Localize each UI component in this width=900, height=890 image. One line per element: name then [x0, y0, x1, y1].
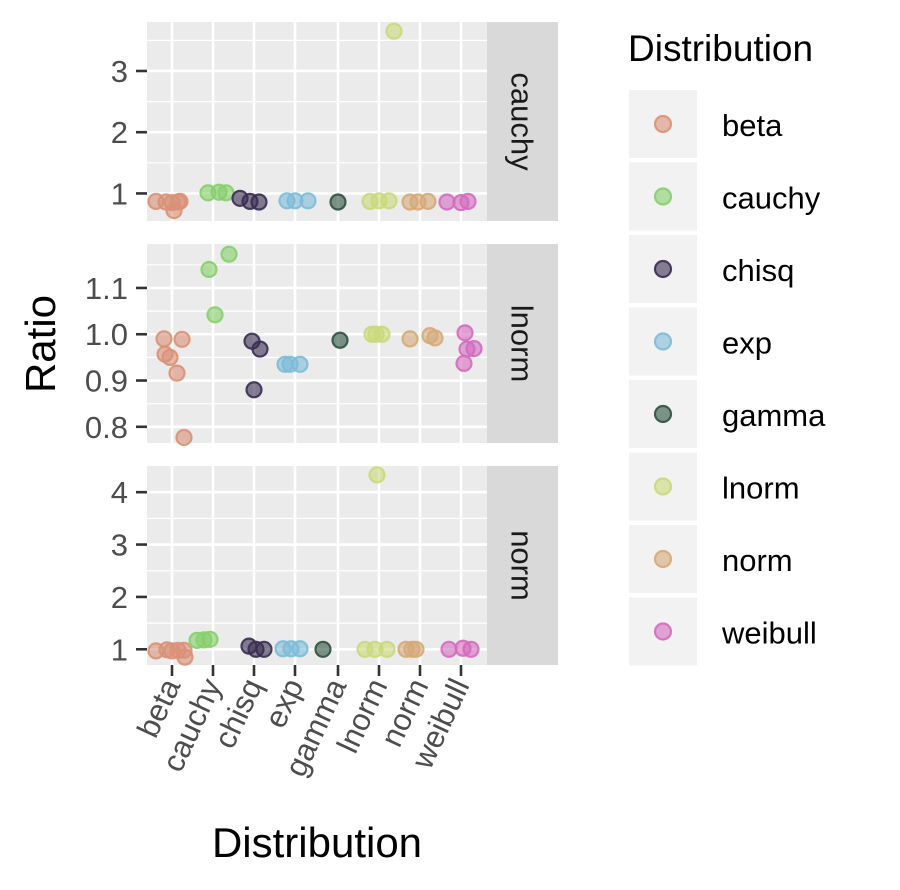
data-point — [250, 193, 268, 211]
data-point — [217, 184, 235, 202]
data-point — [380, 192, 398, 210]
data-point — [426, 329, 444, 347]
data-point — [175, 428, 193, 447]
data-point — [456, 324, 474, 342]
data-point — [465, 339, 483, 358]
data-point — [173, 330, 191, 348]
data-point — [401, 330, 419, 348]
data-point — [155, 330, 173, 348]
data-point — [440, 640, 458, 658]
data-point — [201, 630, 219, 648]
facet-strip — [487, 466, 558, 665]
y-tick-label: 3 — [111, 54, 128, 89]
data-point — [245, 381, 263, 399]
data-point — [171, 192, 189, 211]
data-point — [385, 22, 403, 40]
legend-swatch — [653, 404, 673, 424]
legend-swatch — [653, 332, 673, 351]
legend-swatch — [653, 259, 673, 279]
data-point — [206, 306, 224, 324]
legend-swatch — [653, 477, 673, 496]
panel-lnorm: 0.8 0.9 1.0 1.1 lnorm — [85, 244, 558, 447]
data-point — [255, 640, 273, 658]
data-point — [459, 192, 477, 211]
legend-label: gamma — [722, 398, 826, 433]
x-axis-title: Distribution — [212, 819, 422, 866]
panel-cauchy: 1 2 3 cauchy — [111, 22, 558, 221]
data-point — [378, 640, 396, 658]
y-tick-label: 0.9 — [85, 364, 128, 399]
y-tick-label: 3 — [111, 528, 128, 563]
legend-swatch — [653, 187, 673, 206]
y-tick-label: 1 — [111, 632, 128, 667]
data-point — [161, 348, 179, 366]
legend-label: chisq — [722, 253, 794, 288]
facet-strip-label: lnorm — [505, 305, 540, 383]
legend-swatch — [653, 549, 673, 569]
data-point — [407, 640, 425, 658]
y-tick-label: 2 — [111, 115, 128, 150]
legend-label: exp — [722, 326, 772, 361]
legend-label: cauchy — [722, 181, 821, 216]
data-point — [419, 192, 437, 211]
y-axis-title: Ratio — [17, 295, 64, 393]
y-tick-label: 1.1 — [85, 271, 128, 306]
data-point — [168, 364, 186, 382]
data-point — [438, 193, 456, 211]
y-tick-label: 1 — [111, 176, 128, 211]
data-point — [291, 640, 309, 658]
legend: Distribution beta cauchy chisq exp gamma lnor… — [628, 28, 826, 666]
data-point — [373, 325, 391, 343]
data-point — [299, 192, 317, 210]
facet-strip — [487, 244, 558, 443]
panel-background — [147, 22, 487, 221]
legend-label: norm — [722, 543, 793, 578]
data-point — [455, 354, 473, 372]
data-point — [462, 640, 480, 658]
y-tick-label: 0.8 — [85, 410, 128, 445]
legend-swatch — [653, 114, 673, 134]
data-point — [329, 193, 347, 211]
data-point — [251, 340, 269, 358]
legend-title: Distribution — [628, 28, 813, 69]
legend-label: weibull — [721, 616, 817, 651]
panels-layer: 1 2 3 cauchy 0.8 0.9 1.0 1.1 lnorm 1 2 3 4 norm — [85, 22, 558, 667]
legend-label: beta — [722, 108, 783, 143]
data-point — [176, 648, 194, 666]
facet-strip-label: norm — [505, 530, 540, 601]
panel-norm: 1 2 3 4 norm — [111, 466, 558, 667]
y-tick-label: 2 — [111, 580, 128, 615]
data-point — [314, 640, 332, 658]
y-tick-label: 4 — [111, 475, 128, 510]
data-point — [200, 260, 218, 279]
y-tick-label: 1.0 — [85, 317, 128, 352]
data-point — [220, 245, 238, 263]
facet-strip — [487, 22, 558, 221]
legend-label: lnorm — [722, 471, 800, 506]
data-point — [291, 355, 309, 373]
facet-strip-label: cauchy — [505, 72, 540, 171]
legend-swatch — [653, 622, 673, 641]
data-point — [368, 466, 386, 484]
data-point — [331, 331, 349, 349]
